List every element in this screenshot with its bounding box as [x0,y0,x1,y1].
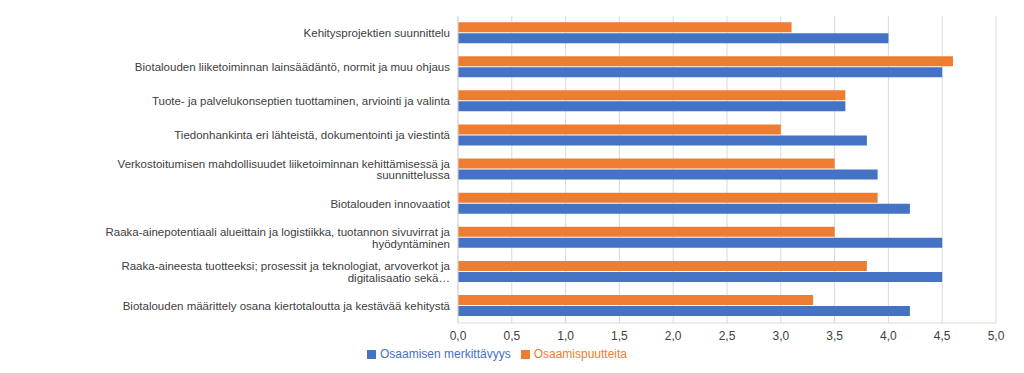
svg-text:1,0: 1,0 [557,329,574,343]
html-text:Osaamisen merkittävyys: Osaamisen merkittävyys [380,347,511,361]
html-text:Osaamispuutteita: Osaamispuutteita [533,347,627,361]
svg-text:Biotalouden liiketoiminnan lai: Biotalouden liiketoiminnan lainsäädäntö,… [135,61,450,73]
svg-text:Biotalouden määrittely osana k: Biotalouden määrittely osana kiertotalou… [123,300,451,312]
svg-text:Raaka-aineesta tuotteeksi; pro: Raaka-aineesta tuotteeksi; prosessit ja … [121,260,450,284]
svg-text:Verkostoitumisen mahdollisuude: Verkostoitumisen mahdollisuudet liiketoi… [118,158,451,182]
svg-text:Tiedonhankinta eri lähteistä,: Tiedonhankinta eri lähteistä, dokumentoi… [174,129,450,141]
svg-text:Kehitysprojektien suunnittelu: Kehitysprojektien suunnittelu [304,27,450,39]
svg-text:4,0: 4,0 [880,329,897,343]
svg-text:Raaka-ainepotentiaali alueitta: Raaka-ainepotentiaali alueittain ja logi… [105,226,450,250]
svg-text:0,0: 0,0 [450,329,467,343]
svg-text:3,0: 3,0 [772,329,789,343]
svg-text:2,0: 2,0 [665,329,682,343]
svg-text:2,5: 2,5 [719,329,736,343]
svg-text:4,5: 4,5 [934,329,951,343]
svg-text:Tuote- ja palvelukonseptien tu: Tuote- ja palvelukonseptien tuottaminen,… [152,95,451,107]
svg-text:0,5: 0,5 [503,329,520,343]
svg-text:1,5: 1,5 [611,329,628,343]
svg-text:Biotalouden innovaatiot: Biotalouden innovaatiot [330,198,450,210]
svg-text:5,0: 5,0 [988,329,1005,343]
svg-text:3,5: 3,5 [826,329,843,343]
